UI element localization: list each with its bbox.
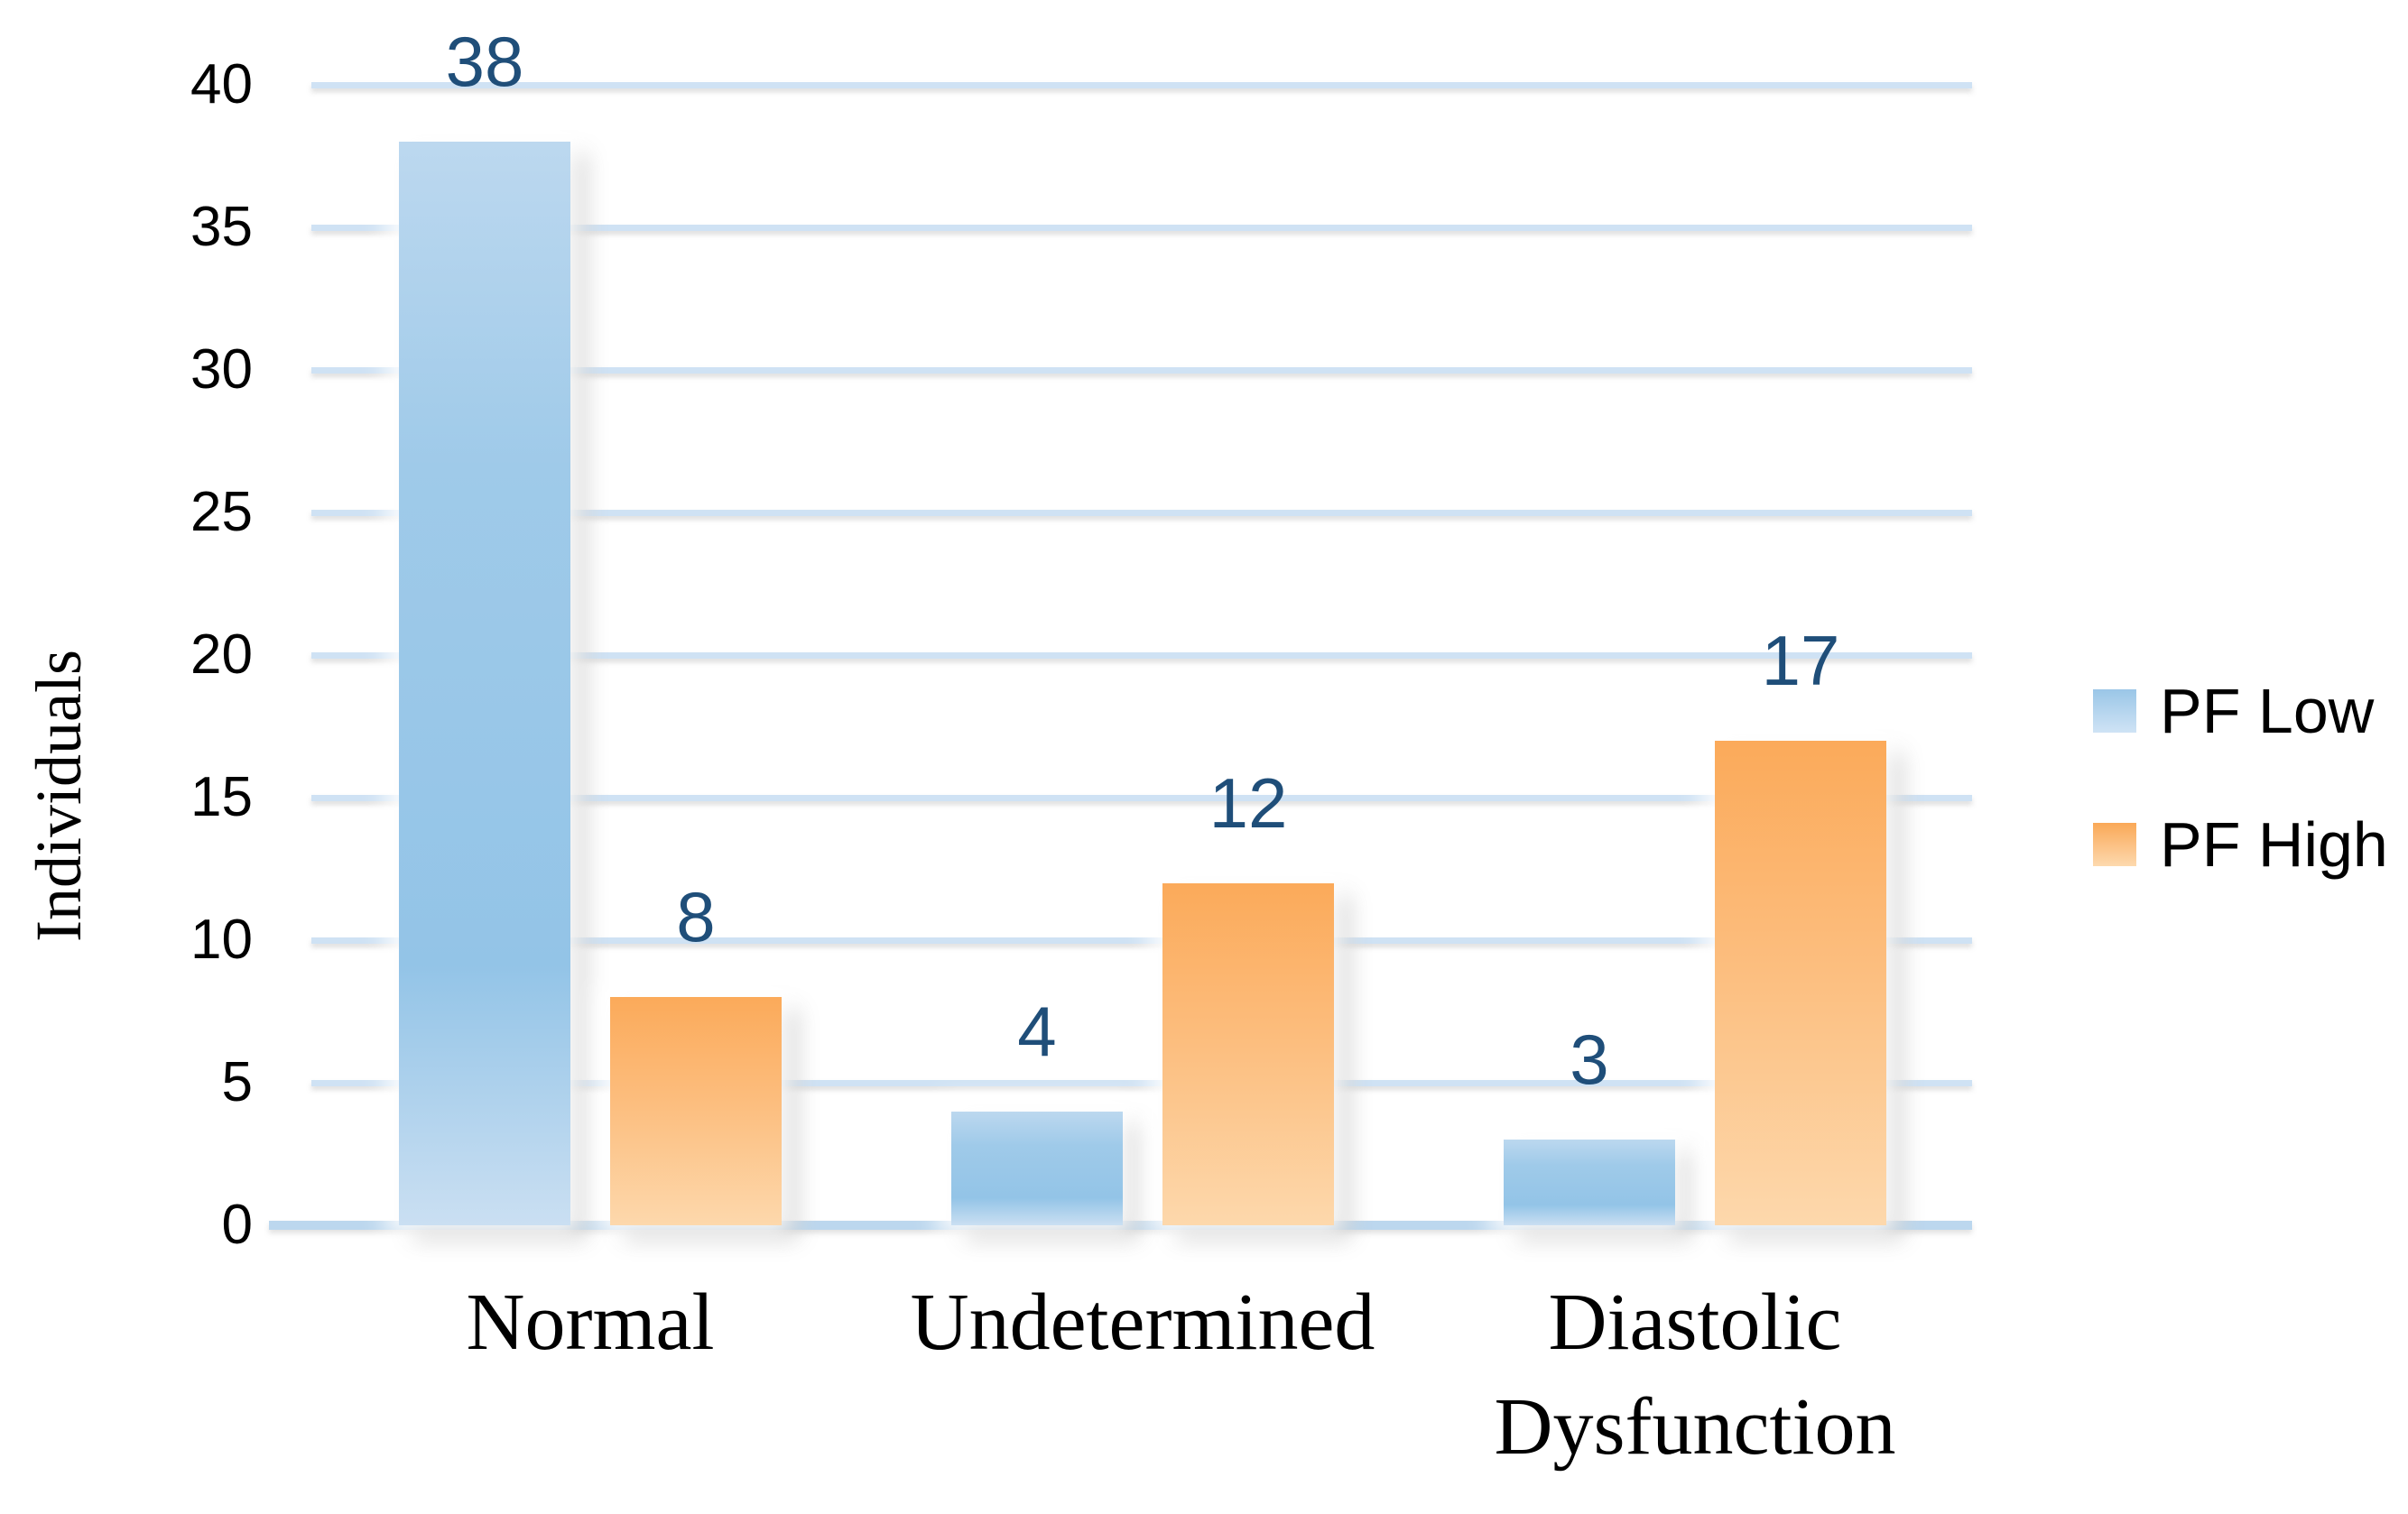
gridline-15 [311, 795, 1972, 801]
data-label-pf-high-normal: 8 [676, 877, 716, 957]
legend-label-pf-low: PF Low [2160, 676, 2375, 746]
data-label-pf-high-undetermined: 12 [1209, 762, 1288, 843]
legend-item-pf-low: PF Low [2093, 679, 2374, 743]
category-label-diastolic-dysfunction: Diastolic Dysfunction [1494, 1278, 1896, 1472]
category-label-normal: Normal [466, 1278, 715, 1367]
gridline-25 [311, 510, 1972, 516]
data-label-pf-low-undetermined: 4 [1017, 991, 1057, 1071]
bar-pf-low-undetermined [951, 1111, 1123, 1225]
y-tick-label-10: 10 [190, 909, 253, 971]
data-label-pf-low-normal: 38 [445, 22, 524, 102]
y-tick-label-5: 5 [221, 1051, 253, 1113]
gridline-40 [311, 82, 1972, 88]
legend-label-pf-high: PF High [2160, 809, 2388, 880]
gridline-35 [311, 225, 1972, 231]
legend-swatch-pf-high [2093, 823, 2136, 866]
y-tick-label-35: 35 [190, 196, 253, 258]
bar-pf-low-normal [399, 142, 570, 1225]
gridline-5 [311, 1080, 1972, 1086]
bar-pf-high-diastolic-dysfunction [1715, 740, 1886, 1225]
gridline-30 [311, 367, 1972, 374]
x-axis-line [269, 1221, 1972, 1230]
bar-pf-high-normal [610, 997, 782, 1225]
data-label-pf-high-diastolic-dysfunction: 17 [1761, 620, 1840, 700]
y-tick-label-20: 20 [190, 623, 253, 686]
category-label-undetermined: Undetermined [910, 1278, 1375, 1367]
legend-item-pf-high: PF High [2093, 812, 2388, 877]
bar-pf-low-diastolic-dysfunction [1504, 1140, 1675, 1225]
gridline-20 [311, 652, 1972, 659]
gridline-10 [311, 937, 1972, 944]
bar-pf-high-undetermined [1162, 882, 1334, 1225]
data-label-pf-low-diastolic-dysfunction: 3 [1570, 1020, 1609, 1100]
y-tick-label-25: 25 [190, 481, 253, 543]
y-tick-label-30: 30 [190, 338, 253, 401]
y-tick-label-15: 15 [190, 766, 253, 828]
y-tick-label-0: 0 [221, 1194, 253, 1256]
y-tick-label-40: 40 [190, 53, 253, 115]
legend-swatch-pf-low [2093, 689, 2136, 733]
